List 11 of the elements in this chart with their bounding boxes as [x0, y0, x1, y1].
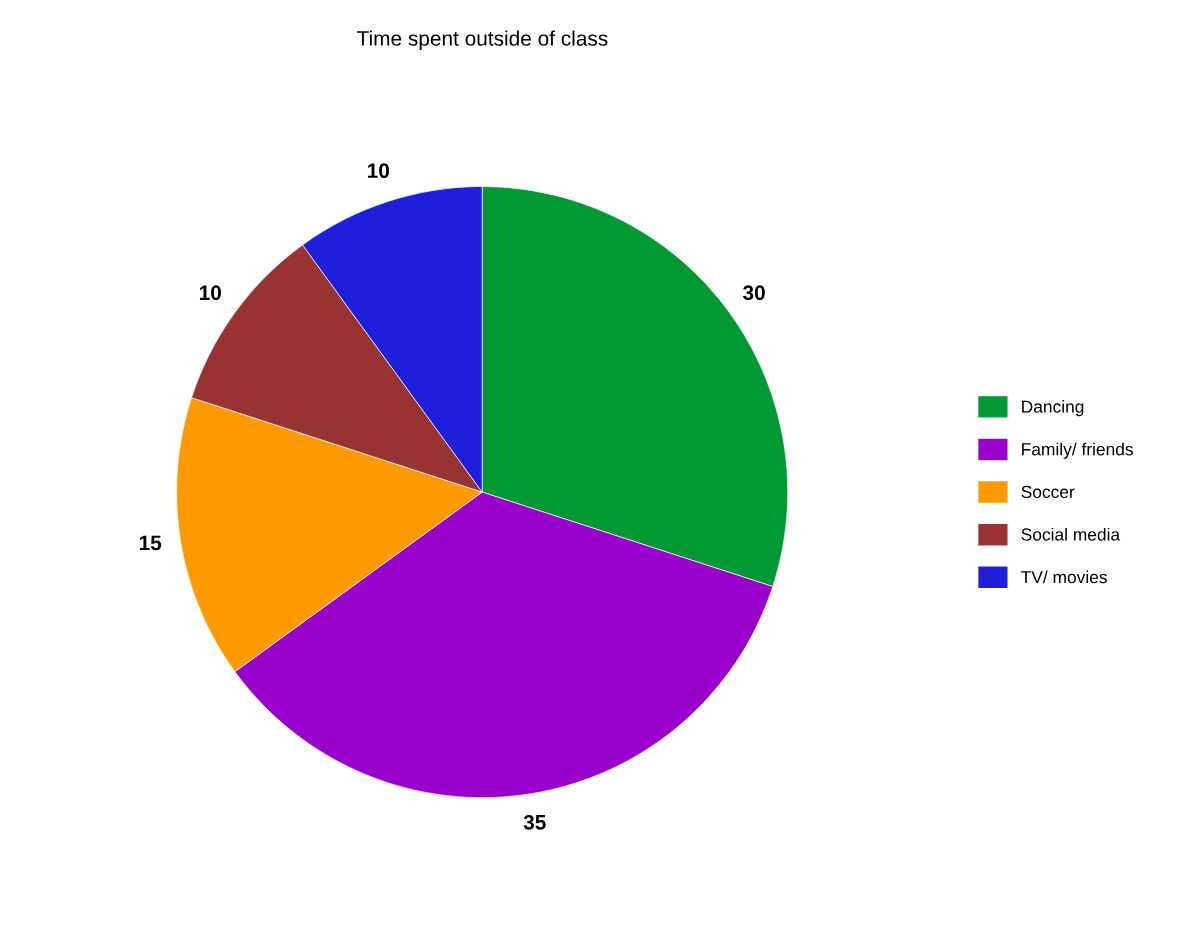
data-label: 30 — [742, 285, 765, 301]
data-label: 10 — [368, 163, 390, 179]
legend-label: Social media — [1021, 527, 1121, 541]
legend-label: Family/ friends — [1022, 442, 1133, 459]
legend-label: Soccer — [1021, 485, 1075, 499]
legend-label: Dancing — [1022, 400, 1084, 417]
chart-title: Time spent outside of class — [357, 30, 608, 50]
legend-label: TV/ movies — [1021, 570, 1107, 584]
data-label: 10 — [199, 285, 221, 301]
data-label: 35 — [523, 814, 546, 830]
data-label: 15 — [139, 535, 162, 551]
